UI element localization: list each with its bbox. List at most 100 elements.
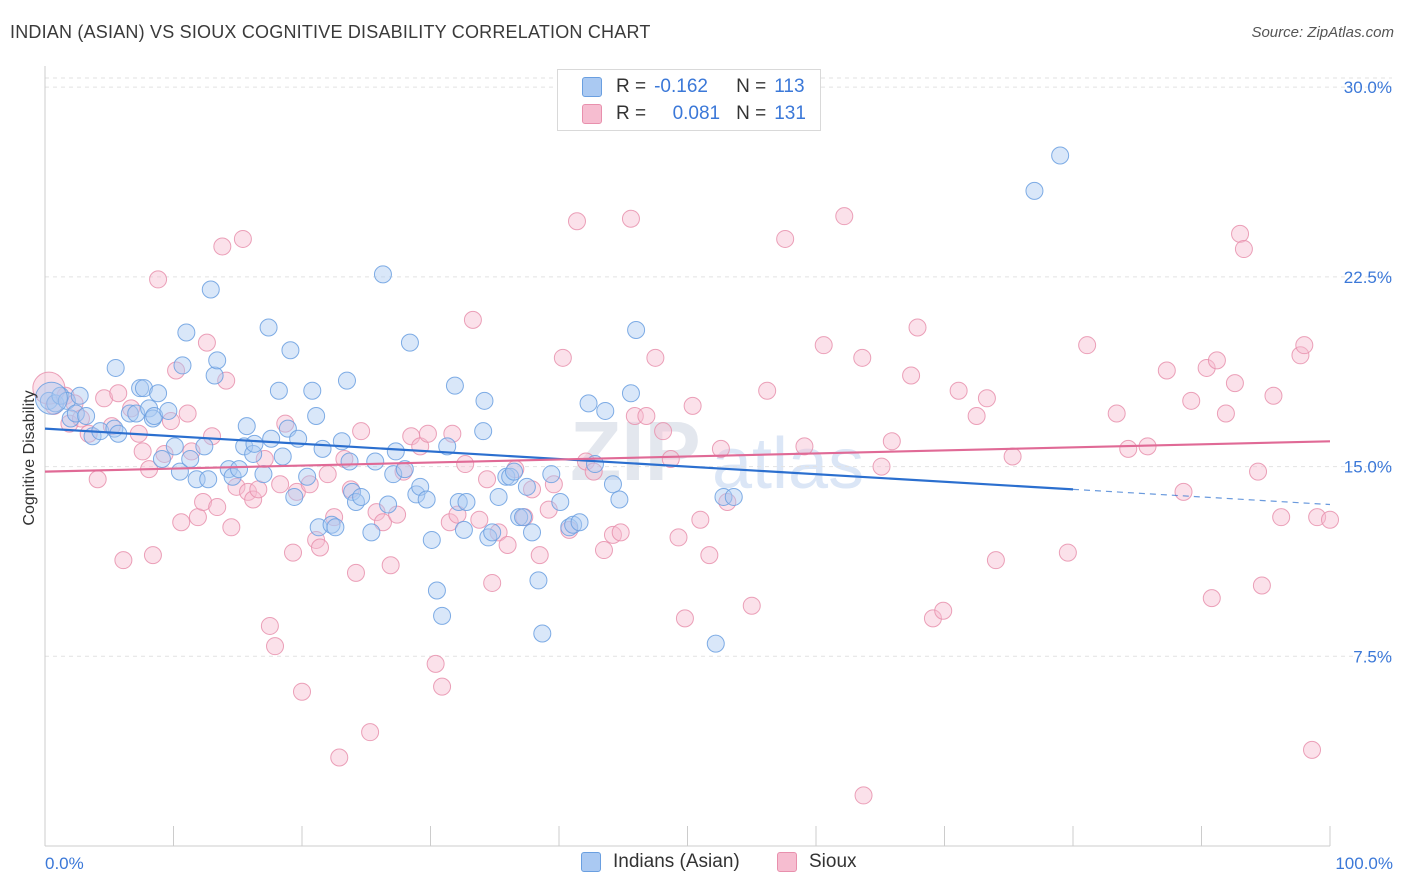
indians-asian-point: [373, 265, 392, 284]
indians-asian-point: [199, 470, 218, 489]
sioux-point: [986, 551, 1005, 570]
sioux-point: [88, 470, 107, 489]
sioux-point: [244, 490, 263, 509]
y-tick-label: 7.5%: [1353, 647, 1392, 666]
watermark: ZIP atlas: [570, 404, 864, 504]
indians-asian-point: [366, 452, 385, 471]
sioux-point: [95, 389, 114, 408]
sioux-point: [594, 541, 613, 560]
indians-asian-point: [120, 404, 139, 423]
sioux-point: [872, 457, 891, 476]
sioux-point: [109, 384, 128, 403]
sioux-point: [300, 475, 319, 494]
indians-asian-point: [417, 490, 436, 509]
indians-asian-point: [70, 386, 89, 405]
indians-asian-point: [281, 341, 300, 360]
series-legend: Indians (Asian) Sioux: [0, 851, 1406, 877]
indians-asian-point: [529, 571, 548, 590]
indians-asian-point: [165, 437, 184, 456]
trend-line-sioux: [44, 440, 1331, 473]
indians-asian-point: [285, 487, 304, 506]
sioux-point: [260, 616, 279, 635]
sioux-point: [1157, 361, 1176, 380]
legend-swatch-pink: [777, 852, 797, 872]
sioux-point: [977, 389, 996, 408]
sioux-point: [222, 518, 241, 537]
sioux-point: [197, 333, 216, 352]
indians-asian-point: [422, 530, 441, 549]
legend-n-value: 113: [774, 76, 805, 97]
indians-asian-point: [145, 407, 164, 425]
indians-asian-point: [551, 493, 570, 511]
indians-asian-point: [262, 429, 281, 448]
sioux-point: [266, 637, 285, 656]
indians-asian-point: [326, 518, 345, 537]
indians-asian-point: [386, 442, 405, 461]
sioux-point: [1291, 346, 1310, 365]
sioux-point: [478, 470, 497, 489]
sioux-point: [700, 546, 719, 565]
indians-asian-point: [621, 384, 640, 403]
indians-asian-point: [230, 460, 249, 479]
sioux-point: [194, 493, 213, 511]
indians-asian-point: [514, 508, 533, 527]
sioux-point: [155, 444, 174, 463]
sioux-point: [335, 450, 354, 468]
trend-lines: [44, 427, 1331, 506]
indians-asian-point: [106, 358, 125, 377]
indians-asian-point: [235, 437, 254, 456]
sioux-point: [1321, 510, 1339, 529]
indians-asian-point: [159, 401, 178, 420]
sioux-point: [293, 682, 311, 701]
indians-asian-point: [177, 323, 196, 342]
sioux-point: [381, 556, 400, 575]
indians-asian-point: [454, 520, 473, 539]
legend-swatch-pink: [582, 104, 602, 124]
indians-asian-point: [610, 490, 629, 509]
indians-asian-point: [433, 606, 452, 625]
indians-asian-point: [1051, 146, 1070, 165]
sioux-point: [934, 601, 953, 620]
sioux-point: [949, 381, 968, 400]
indians-asian-point: [195, 437, 214, 456]
indians-asian-point: [173, 356, 192, 375]
sioux-point: [433, 677, 452, 696]
indians-asian-point: [449, 493, 468, 511]
indians-asian-point: [570, 513, 589, 532]
indians-asian-point: [395, 460, 414, 479]
indians-asian-point: [510, 508, 529, 527]
sioux-point: [470, 510, 489, 529]
indians-asian-point: [340, 452, 359, 471]
sioux-point: [882, 432, 901, 451]
sioux-point: [621, 209, 640, 228]
y-tick-label: 15.0%: [1344, 458, 1392, 477]
sioux-point: [646, 348, 665, 367]
indians-asian-point: [181, 450, 200, 468]
sioux-point: [440, 513, 459, 532]
indians-asian-point: [61, 409, 80, 428]
indians-asian-point: [706, 634, 725, 653]
indians-asian-point: [1025, 181, 1044, 200]
sioux-point: [498, 536, 517, 554]
indians-asian-point: [149, 384, 168, 403]
indians-asian-point-large: [34, 381, 68, 415]
series-indians-asian-points: [34, 146, 1070, 653]
sioux-point: [352, 422, 371, 441]
sioux-point: [388, 505, 407, 524]
sioux-point: [1225, 374, 1244, 393]
indians-asian-point: [384, 465, 403, 484]
indians-asian-point: [152, 450, 171, 468]
sioux-point: [271, 475, 290, 494]
indians-asian-point: [427, 581, 446, 600]
indians-asian-point: [474, 422, 493, 441]
indians-asian-point: [603, 475, 622, 494]
indians-asian-point: [313, 439, 332, 458]
sioux-point: [143, 546, 162, 565]
sioux-point: [902, 366, 921, 385]
chart-title: INDIAN (ASIAN) VS SIOUX COGNITIVE DISABI…: [10, 22, 651, 42]
sioux-point: [188, 508, 207, 527]
indians-asian-point: [523, 523, 542, 542]
legend-n-label: N =: [736, 103, 767, 124]
sioux-point: [567, 212, 586, 231]
